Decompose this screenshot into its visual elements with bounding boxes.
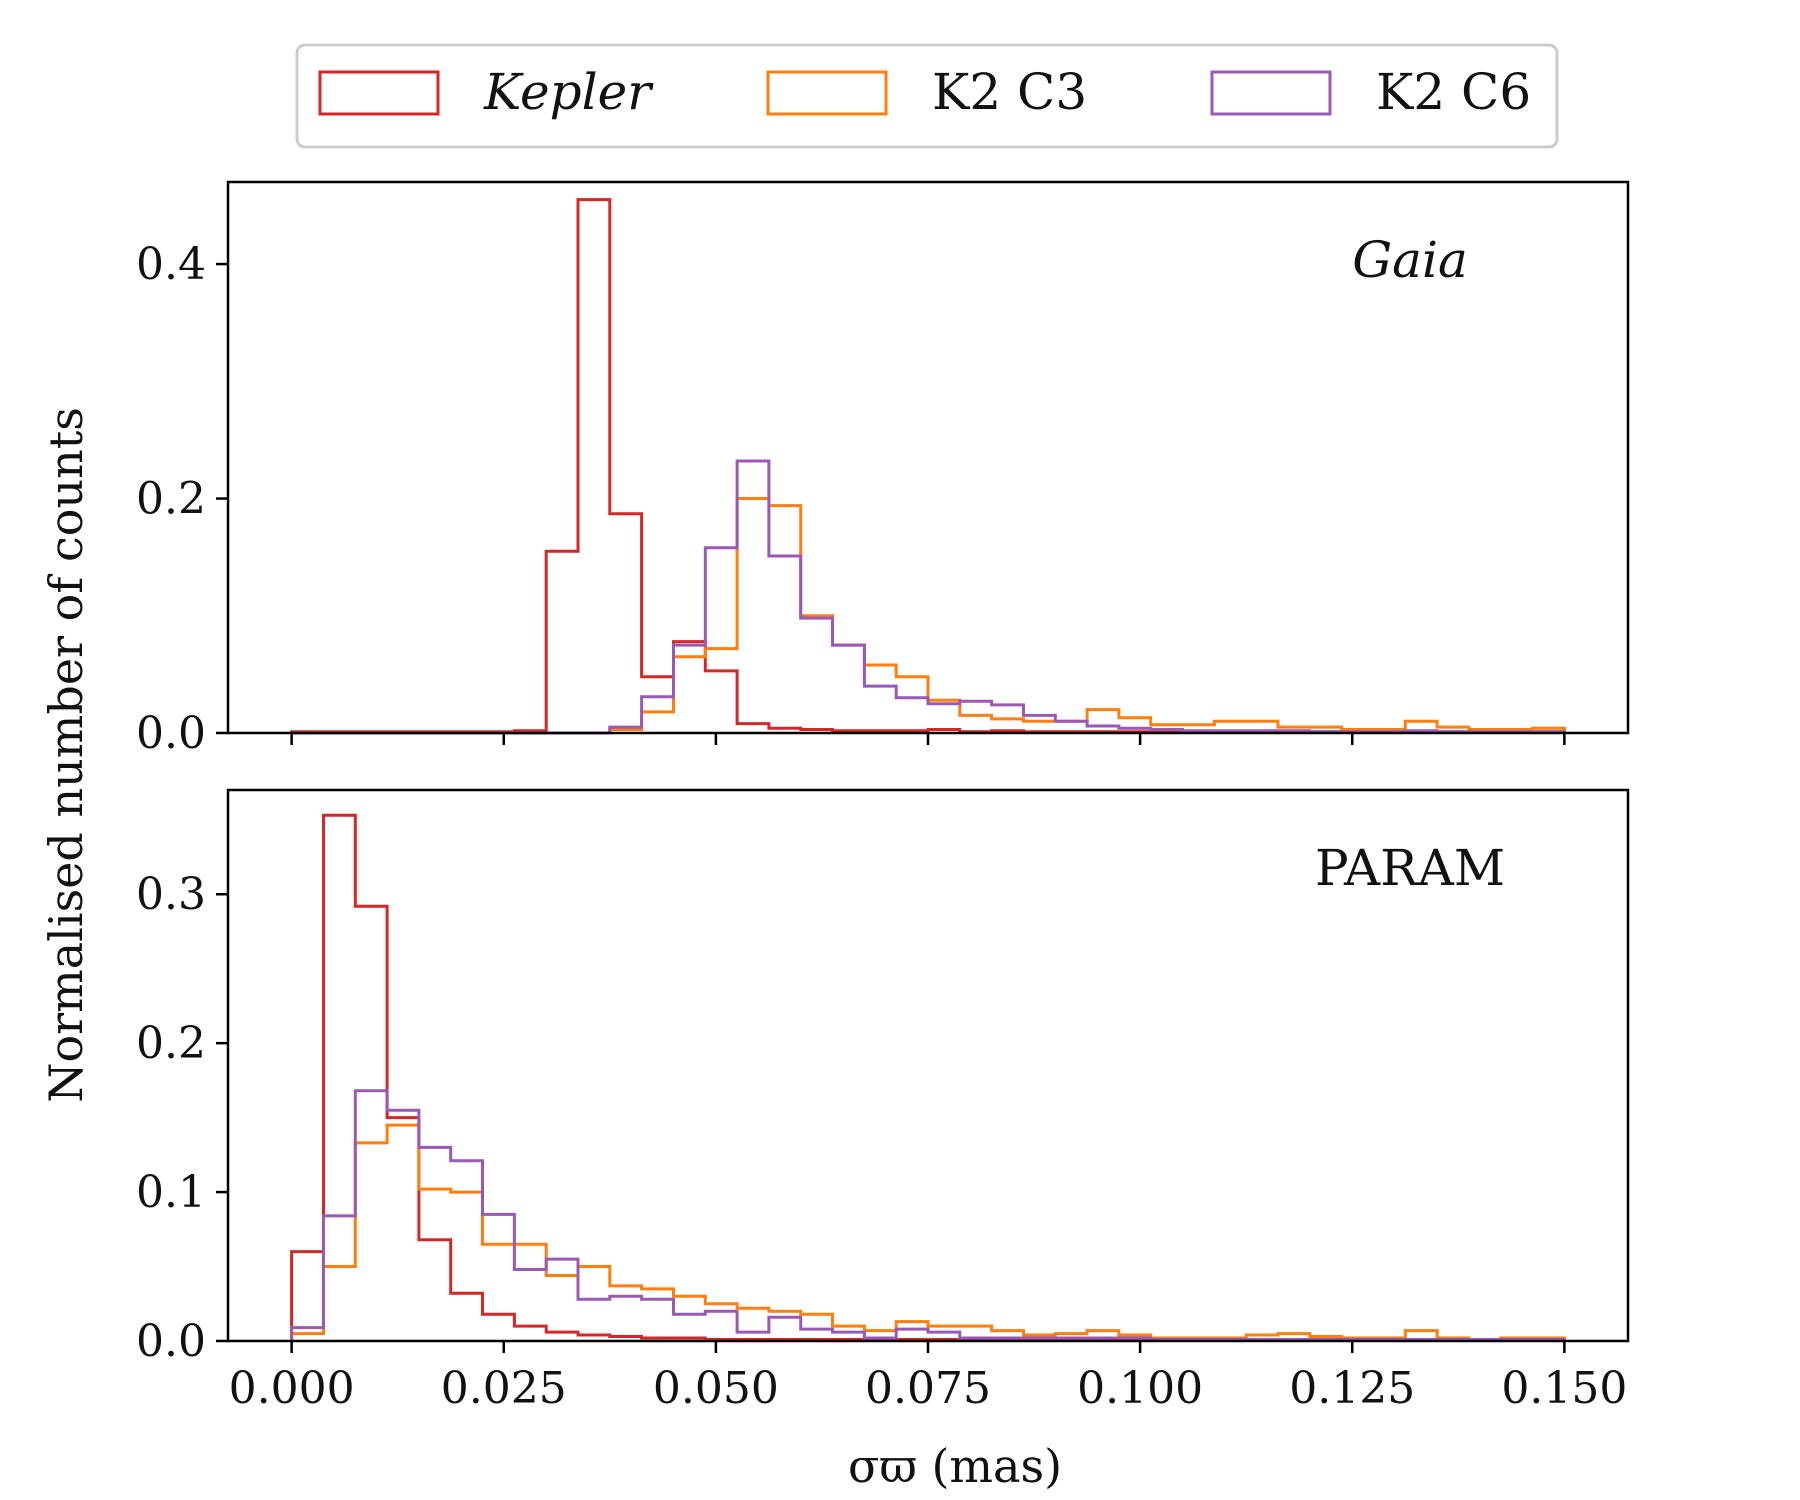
panel-param: 0.00.10.20.3 0.000 0.025 0.050 0.075 0.100 0.…	[136, 788, 1630, 1414]
panel-gaia-frame	[226, 180, 1630, 735]
y-tick-label: 0.4	[136, 239, 206, 290]
y-tick-label: 0.3	[136, 869, 206, 920]
x-tick-label: 0.100	[1077, 1363, 1203, 1414]
legend-swatch-kepler	[318, 70, 440, 116]
y-tick-label: 0.2	[136, 1018, 206, 1069]
x-tick-label: 0.150	[1501, 1363, 1627, 1414]
histogram-k2-c3	[290, 1123, 1566, 1341]
panel-param-frame	[226, 788, 1630, 1343]
panel-gaia-x-ticks	[290, 733, 1566, 745]
x-tick-label: 0.125	[1289, 1363, 1415, 1414]
legend-label-k2-c3: K2 C3	[932, 63, 1087, 121]
legend-label-kepler: Kepler	[483, 63, 654, 121]
y-axis-label: Normalised number of counts	[39, 407, 93, 1103]
panel-param-series	[290, 813, 1566, 1341]
legend-entry-k2-c3: K2 C3	[766, 63, 1087, 121]
y-tick-label: 0.2	[136, 474, 206, 525]
panel-param-y-ticks: 0.0 0.1 0.2 0.3	[136, 869, 228, 1367]
legend-entry-k2-c6: K2 C6	[1210, 63, 1531, 121]
y-tick-label: 0.0	[136, 708, 206, 759]
legend: Kepler K2 C3 K2 C6	[295, 43, 1559, 149]
legend-swatch-k2-c6	[1210, 70, 1332, 116]
panel-gaia: 0.0 0.2 0.4 Gaia	[136, 180, 1630, 759]
panel-param-label: PARAM	[1315, 839, 1505, 897]
histogram-k2-c6	[290, 1089, 1566, 1341]
y-tick-label: 0.1	[136, 1167, 206, 1218]
legend-entry-kepler: Kepler	[318, 63, 654, 121]
panel-gaia-y-ticks: 0.0 0.2 0.4	[136, 239, 228, 759]
legend-label-k2-c6: K2 C6	[1376, 63, 1531, 121]
x-axis-label: σϖ (mas)	[848, 1439, 1062, 1493]
x-tick-label: 0.000	[229, 1363, 355, 1414]
panel-gaia-label: Gaia	[1352, 231, 1468, 289]
x-tick-label: 0.050	[653, 1363, 779, 1414]
y-tick-label: 0.0	[136, 1316, 206, 1367]
x-tick-label: 0.025	[441, 1363, 567, 1414]
legend-swatch-k2-c3	[766, 70, 888, 116]
x-tick-label: 0.075	[865, 1363, 991, 1414]
panel-param-x-ticks: 0.000 0.025 0.050 0.075 0.100 0.125 0.150	[229, 1341, 1627, 1414]
